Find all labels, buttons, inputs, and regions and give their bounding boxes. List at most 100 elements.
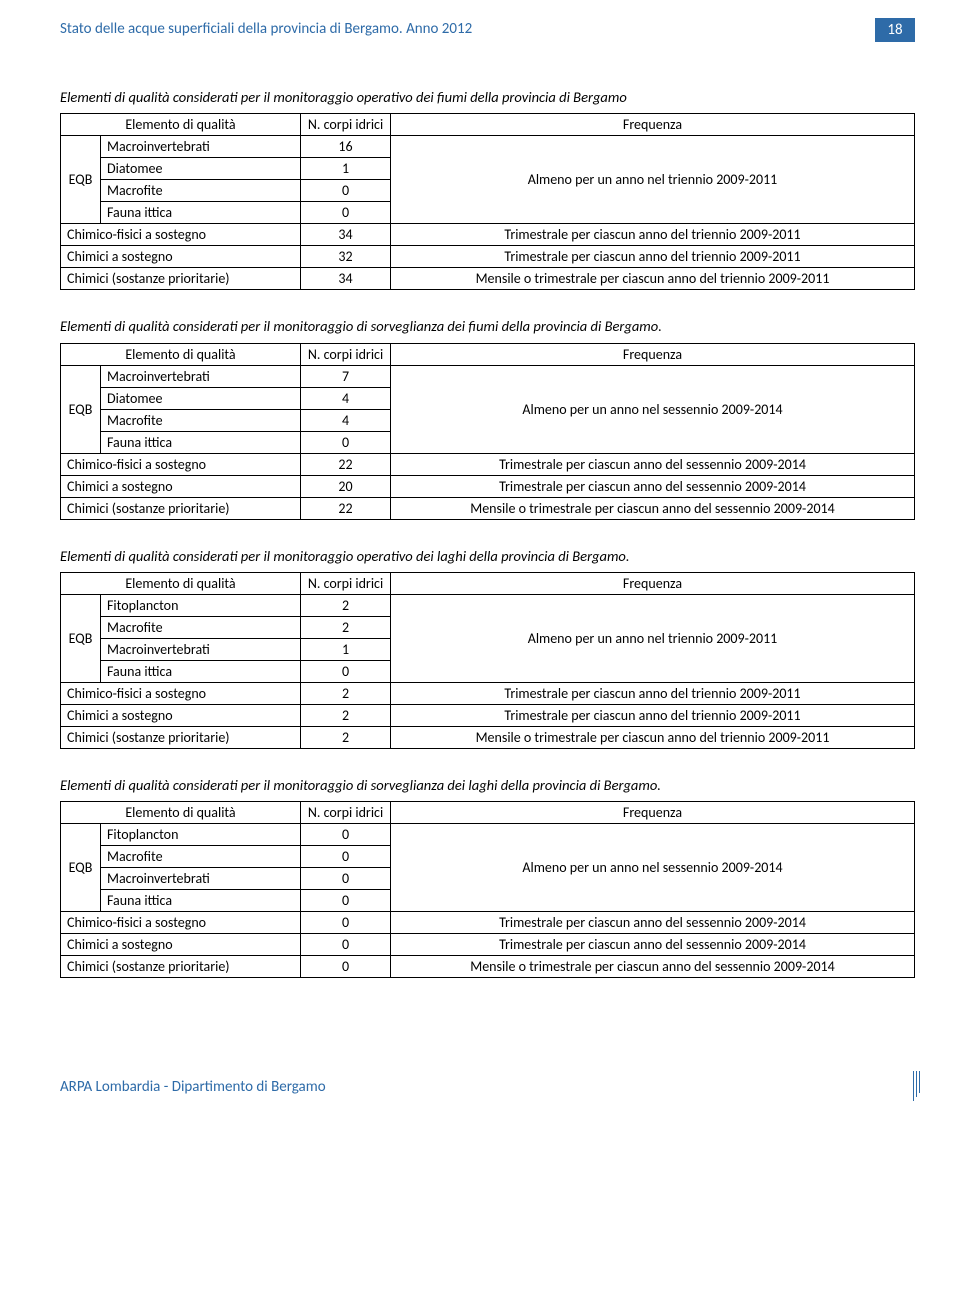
column-header: Frequenza xyxy=(391,343,915,365)
column-header: Elemento di qualità xyxy=(61,802,301,824)
eqb-label: EQB xyxy=(61,365,101,453)
table-row: EQBMacroinvertebrati16Almeno per un anno… xyxy=(61,136,915,158)
element-name: Macrofite xyxy=(101,180,301,202)
element-count: 1 xyxy=(301,158,391,180)
element-count: 4 xyxy=(301,409,391,431)
element-count: 0 xyxy=(301,824,391,846)
element-name: Chimici a sostegno xyxy=(61,246,301,268)
element-name: Chimico-fisici a sostegno xyxy=(61,682,301,704)
element-count: 2 xyxy=(301,594,391,616)
table-row: Chimici (sostanze prioritarie)22Mensile … xyxy=(61,497,915,519)
eqb-label: EQB xyxy=(61,136,101,224)
table-row: Chimici (sostanze prioritarie)34Mensile … xyxy=(61,268,915,290)
element-count: 0 xyxy=(301,431,391,453)
element-count: 2 xyxy=(301,726,391,748)
element-name: Fitoplancton xyxy=(101,594,301,616)
element-name: Macroinvertebrati xyxy=(101,136,301,158)
column-header: N. corpi idrici xyxy=(301,572,391,594)
frequency-cell: Trimestrale per ciascun anno del trienni… xyxy=(391,224,915,246)
element-name: Diatomee xyxy=(101,387,301,409)
element-count: 0 xyxy=(301,912,391,934)
page-number: 18 xyxy=(875,18,915,42)
table-row: Chimico-fisici a sostegno22Trimestrale p… xyxy=(61,453,915,475)
frequency-cell: Almeno per un anno nel sessennio 2009-20… xyxy=(391,365,915,453)
table-row: EQBFitoplancton0Almeno per un anno nel s… xyxy=(61,824,915,846)
element-name: Chimici (sostanze prioritarie) xyxy=(61,726,301,748)
page-footer: ARPA Lombardia - Dipartimento di Bergamo xyxy=(60,1078,915,1096)
element-count: 2 xyxy=(301,616,391,638)
element-name: Fauna ittica xyxy=(101,431,301,453)
element-name: Fauna ittica xyxy=(101,660,301,682)
element-name: Chimici (sostanze prioritarie) xyxy=(61,497,301,519)
element-name: Macrofite xyxy=(101,409,301,431)
frequency-cell: Mensile o trimestrale per ciascun anno d… xyxy=(391,956,915,978)
element-name: Fitoplancton xyxy=(101,824,301,846)
element-name: Diatomee xyxy=(101,158,301,180)
element-count: 22 xyxy=(301,497,391,519)
element-name: Chimici (sostanze prioritarie) xyxy=(61,956,301,978)
quality-table: Elemento di qualitàN. corpi idriciFreque… xyxy=(60,572,915,749)
element-count: 20 xyxy=(301,475,391,497)
table-row: Chimici a sostegno0Trimestrale per ciasc… xyxy=(61,934,915,956)
element-name: Chimico-fisici a sostegno xyxy=(61,453,301,475)
element-count: 16 xyxy=(301,136,391,158)
eqb-label: EQB xyxy=(61,594,101,682)
page-header: Stato delle acque superficiali della pro… xyxy=(60,18,915,42)
element-name: Chimico-fisici a sostegno xyxy=(61,912,301,934)
column-header: N. corpi idrici xyxy=(301,343,391,365)
element-name: Chimici a sostegno xyxy=(61,934,301,956)
column-header: Elemento di qualità xyxy=(61,114,301,136)
element-name: Fauna ittica xyxy=(101,202,301,224)
element-count: 2 xyxy=(301,682,391,704)
column-header: N. corpi idrici xyxy=(301,802,391,824)
column-header: Elemento di qualità xyxy=(61,572,301,594)
column-header: Elemento di qualità xyxy=(61,343,301,365)
frequency-cell: Trimestrale per ciascun anno del sessenn… xyxy=(391,934,915,956)
column-header: Frequenza xyxy=(391,114,915,136)
element-name: Fauna ittica xyxy=(101,890,301,912)
element-name: Chimici a sostegno xyxy=(61,704,301,726)
element-name: Macroinvertebrati xyxy=(101,868,301,890)
element-count: 2 xyxy=(301,704,391,726)
element-count: 0 xyxy=(301,846,391,868)
element-count: 0 xyxy=(301,660,391,682)
element-count: 0 xyxy=(301,934,391,956)
element-name: Macroinvertebrati xyxy=(101,365,301,387)
frequency-cell: Trimestrale per ciascun anno del sessenn… xyxy=(391,453,915,475)
frequency-cell: Almeno per un anno nel triennio 2009-201… xyxy=(391,136,915,224)
element-count: 34 xyxy=(301,224,391,246)
frequency-cell: Almeno per un anno nel triennio 2009-201… xyxy=(391,594,915,682)
column-header: Frequenza xyxy=(391,572,915,594)
frequency-cell: Almeno per un anno nel sessennio 2009-20… xyxy=(391,824,915,912)
element-name: Macroinvertebrati xyxy=(101,638,301,660)
quality-table: Elemento di qualitàN. corpi idriciFreque… xyxy=(60,113,915,290)
frequency-cell: Trimestrale per ciascun anno del trienni… xyxy=(391,704,915,726)
column-header: Frequenza xyxy=(391,802,915,824)
element-name: Chimici (sostanze prioritarie) xyxy=(61,268,301,290)
frequency-cell: Mensile o trimestrale per ciascun anno d… xyxy=(391,726,915,748)
frequency-cell: Mensile o trimestrale per ciascun anno d… xyxy=(391,268,915,290)
element-count: 0 xyxy=(301,956,391,978)
table-row: Chimico-fisici a sostegno0Trimestrale pe… xyxy=(61,912,915,934)
table-row: Chimico-fisici a sostegno34Trimestrale p… xyxy=(61,224,915,246)
frequency-cell: Trimestrale per ciascun anno del trienni… xyxy=(391,246,915,268)
frequency-cell: Trimestrale per ciascun anno del sessenn… xyxy=(391,912,915,934)
element-count: 4 xyxy=(301,387,391,409)
element-count: 0 xyxy=(301,180,391,202)
table-row: Chimico-fisici a sostegno2Trimestrale pe… xyxy=(61,682,915,704)
element-name: Macrofite xyxy=(101,846,301,868)
table-row: Chimici (sostanze prioritarie)0Mensile o… xyxy=(61,956,915,978)
element-count: 1 xyxy=(301,638,391,660)
table-caption: Elementi di qualità considerati per il m… xyxy=(60,775,915,795)
element-count: 34 xyxy=(301,268,391,290)
table-row: EQBMacroinvertebrati7Almeno per un anno … xyxy=(61,365,915,387)
quality-table: Elemento di qualitàN. corpi idriciFreque… xyxy=(60,343,915,520)
table-row: EQBFitoplancton2Almeno per un anno nel t… xyxy=(61,594,915,616)
element-count: 0 xyxy=(301,202,391,224)
frequency-cell: Trimestrale per ciascun anno del sessenn… xyxy=(391,475,915,497)
element-count: 32 xyxy=(301,246,391,268)
table-caption: Elementi di qualità considerati per il m… xyxy=(60,546,915,566)
frequency-cell: Trimestrale per ciascun anno del trienni… xyxy=(391,682,915,704)
table-caption: Elementi di qualità considerati per il m… xyxy=(60,87,915,107)
element-count: 22 xyxy=(301,453,391,475)
